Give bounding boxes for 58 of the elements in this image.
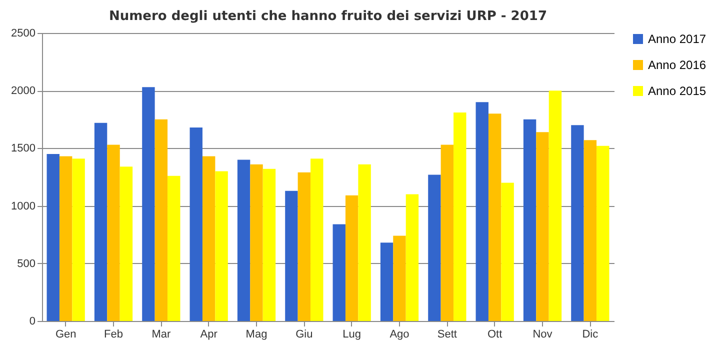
x-tick-label: Feb [104, 328, 123, 340]
bar [332, 224, 346, 321]
bar [168, 176, 180, 321]
bar [476, 102, 488, 321]
x-tick-label: Dic [582, 328, 599, 340]
bar [440, 144, 454, 321]
bar [596, 146, 610, 321]
bar [237, 160, 250, 321]
bar [202, 156, 216, 321]
bar [59, 156, 72, 321]
bar [142, 87, 155, 321]
bar [488, 114, 502, 321]
bar [523, 119, 536, 321]
chart-title: Numero degli utenti che hanno fruito dei servizi URP - 2017 [109, 9, 547, 24]
y-tick-label: 0 [29, 316, 36, 328]
bar [120, 166, 133, 321]
x-tick-label: Ago [390, 328, 410, 340]
bar [454, 112, 466, 321]
x-tick-label: Nov [532, 328, 553, 340]
bar [310, 158, 324, 321]
bar [107, 144, 120, 321]
legend-label: Anno 2016 [648, 58, 706, 72]
bar [345, 195, 358, 321]
bar [393, 236, 406, 321]
bar [250, 164, 263, 321]
bar [262, 168, 276, 321]
bar [501, 182, 514, 321]
bar [548, 90, 562, 321]
bar [571, 125, 584, 321]
y-tick-label: 2000 [11, 85, 36, 98]
x-tick-label: Lug [342, 328, 362, 340]
bar [285, 190, 298, 321]
x-tick-label: Mar [152, 328, 171, 340]
y-tick-label: 500 [17, 258, 36, 270]
x-tick-label: Ott [487, 328, 502, 340]
y-tick-label: 2500 [11, 28, 36, 40]
bar [380, 242, 394, 321]
bar [298, 172, 311, 321]
x-tick-label: Gen [55, 328, 76, 340]
bar [428, 174, 441, 321]
bar [154, 119, 168, 321]
bar [190, 127, 202, 321]
bar [94, 122, 108, 321]
x-tick-label: Apr [200, 328, 218, 340]
legend-label: Anno 2017 [648, 32, 706, 46]
bar [72, 158, 85, 321]
bar [358, 164, 371, 321]
x-tick-label: Giu [296, 328, 313, 340]
y-tick-label: 1000 [11, 200, 36, 212]
x-tick-label: Mag [246, 328, 268, 340]
bar [536, 132, 549, 321]
bar [584, 140, 597, 321]
bar [215, 171, 228, 321]
bar [46, 154, 60, 321]
y-tick-label: 1500 [11, 142, 36, 155]
bar [406, 194, 419, 321]
legend-label: Anno 2015 [648, 84, 706, 98]
x-tick-label: Sett [437, 328, 457, 340]
